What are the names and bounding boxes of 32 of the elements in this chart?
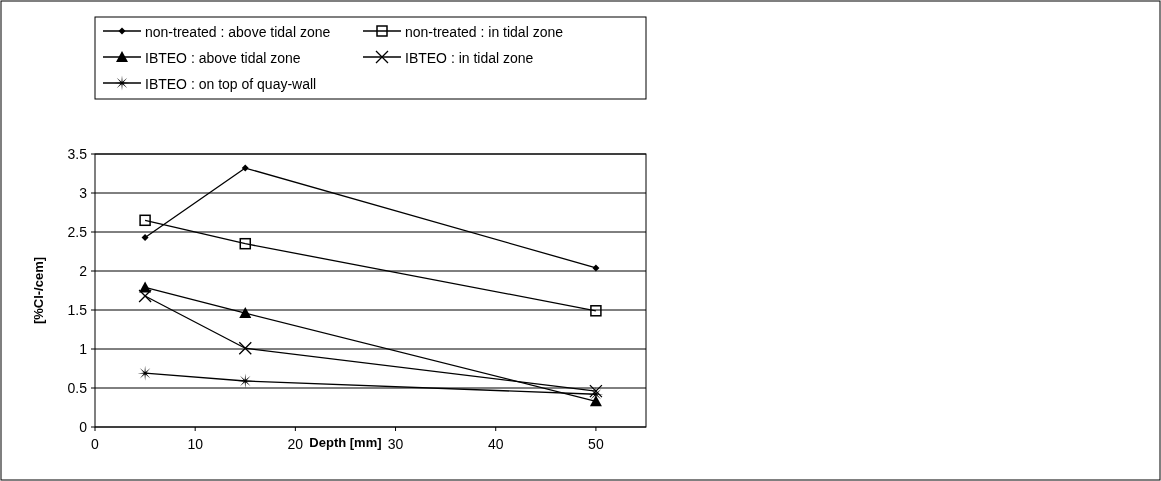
x-tick-label: 10 [187,436,204,452]
x-axis-title: Depth [mm] [309,435,382,450]
legend-label: non-treated : above tidal zone [145,24,331,40]
legend-label: non-treated : in tidal zone [405,24,564,40]
y-tick-label: 2 [79,262,88,279]
point [138,289,152,303]
point [589,384,603,398]
point [141,233,149,241]
y-tick-label: 0 [79,418,88,435]
point [241,164,249,172]
point [239,237,252,250]
y-tick-label: 0.5 [67,379,88,396]
x-tick-label: 30 [387,436,404,452]
y-axis-title: [%Cl-/cem] [31,256,46,325]
x-tick-label: 40 [487,436,504,452]
legend-label: IBTEO : in tidal zone [405,50,534,66]
y-tick-label: 1 [79,340,88,357]
point [239,307,252,319]
y-tick-label: 3.5 [67,145,88,162]
x-tick-label: 20 [287,436,304,452]
point [590,305,602,317]
x-tick-label: 50 [588,436,604,452]
point [139,214,151,227]
y-tick-label: 3 [79,184,88,201]
legend-label: IBTEO : on top of quay-wall [145,76,317,92]
point [592,264,600,272]
y-tick-label: 1.5 [67,301,88,318]
x-tick-label: 0 [91,436,100,452]
point [238,341,252,355]
legend-label: IBTEO : above tidal zone [145,50,301,66]
y-tick-label: 2.5 [67,223,88,240]
point [589,395,602,407]
